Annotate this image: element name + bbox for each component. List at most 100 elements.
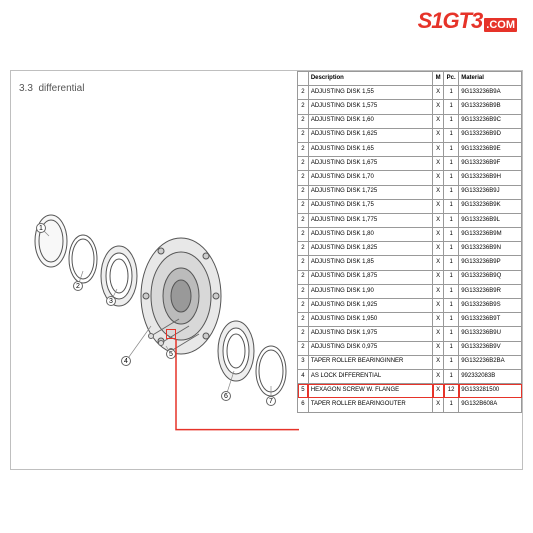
cell-desc: TAPER ROLLER BEARINGINNER (308, 355, 432, 369)
cell-desc: ADJUSTING DISK 1,625 (308, 128, 432, 142)
cell-desc: ADJUSTING DISK 1,90 (308, 284, 432, 298)
cell-pc: 1 (444, 142, 459, 156)
cell-desc: ADJUSTING DISK 1,725 (308, 185, 432, 199)
table-row: 2ADJUSTING DISK 1,55X19G133236B9A (298, 86, 522, 100)
table-row: 4AS LOCK DIFFERENTIALX1992332083B (298, 369, 522, 383)
cell-num: 2 (298, 242, 309, 256)
cell-pc: 1 (444, 86, 459, 100)
cell-mat: 9G133236B9T (459, 313, 522, 327)
brand-logo: S1GT3.COM (418, 8, 517, 34)
cell-pc: 12 (444, 384, 459, 398)
cell-desc: ADJUSTING DISK 1,80 (308, 228, 432, 242)
cell-mat: 9G133281500 (459, 384, 522, 398)
cell-num: 2 (298, 157, 309, 171)
cell-mat: 9G133236B9V (459, 341, 522, 355)
cell-pc: 1 (444, 341, 459, 355)
parts-table-area: Description M Pc. Material 2ADJUSTING DI… (297, 71, 522, 471)
cell-num: 2 (298, 100, 309, 114)
cell-pc: 1 (444, 270, 459, 284)
cell-m: X (433, 284, 444, 298)
cell-m: X (433, 128, 444, 142)
callout-4: 4 (121, 356, 131, 366)
cell-m: X (433, 398, 444, 412)
cell-num: 2 (298, 86, 309, 100)
cell-pc: 1 (444, 256, 459, 270)
cell-m: X (433, 256, 444, 270)
cell-num: 2 (298, 327, 309, 341)
cell-desc: ADJUSTING DISK 0,975 (308, 341, 432, 355)
cell-m: X (433, 384, 444, 398)
cell-m: X (433, 327, 444, 341)
cell-desc: ADJUSTING DISK 1,65 (308, 142, 432, 156)
cell-num: 2 (298, 142, 309, 156)
cell-num: 2 (298, 284, 309, 298)
table-row: 3TAPER ROLLER BEARINGINNERX19G132236B2BA (298, 355, 522, 369)
cell-m: X (433, 114, 444, 128)
cell-num: 2 (298, 299, 309, 313)
table-row: 2ADJUSTING DISK 1,60X19G133236B9C (298, 114, 522, 128)
table-header-row: Description M Pc. Material (298, 72, 522, 86)
table-row: 2ADJUSTING DISK 1,70X19G133236B9H (298, 171, 522, 185)
col-m: M (433, 72, 444, 86)
cell-pc: 1 (444, 313, 459, 327)
table-row: 2ADJUSTING DISK 1,950X19G133236B9T (298, 313, 522, 327)
table-row: 2ADJUSTING DISK 1,80X19G133236B9M (298, 228, 522, 242)
cell-num: 2 (298, 213, 309, 227)
cell-pc: 1 (444, 128, 459, 142)
cell-mat: 9G133236B9D (459, 128, 522, 142)
cell-m: X (433, 171, 444, 185)
cell-num: 2 (298, 313, 309, 327)
cell-mat: 9G133236B9S (459, 299, 522, 313)
cell-desc: ADJUSTING DISK 1,950 (308, 313, 432, 327)
cell-m: X (433, 142, 444, 156)
table-row: 2ADJUSTING DISK 1,925X19G133236B9S (298, 299, 522, 313)
cell-mat: 9G133236B9M (459, 228, 522, 242)
table-row: 2ADJUSTING DISK 0,975X19G133236B9V (298, 341, 522, 355)
cell-desc: TAPER ROLLER BEARINGOUTER (308, 398, 432, 412)
cell-pc: 1 (444, 299, 459, 313)
table-row: 2ADJUSTING DISK 1,975X19G133236B9U (298, 327, 522, 341)
cell-m: X (433, 355, 444, 369)
cell-mat: 9G133236B9J (459, 185, 522, 199)
cell-mat: 9G133236B9B (459, 100, 522, 114)
cell-desc: ADJUSTING DISK 1,925 (308, 299, 432, 313)
highlight-marker (166, 329, 176, 339)
cell-m: X (433, 369, 444, 383)
cell-desc: ADJUSTING DISK 1,55 (308, 86, 432, 100)
cell-m: X (433, 100, 444, 114)
cell-m: X (433, 299, 444, 313)
cell-desc: ADJUSTING DISK 1,70 (308, 171, 432, 185)
cell-desc: ADJUSTING DISK 1,825 (308, 242, 432, 256)
cell-desc: ADJUSTING DISK 1,875 (308, 270, 432, 284)
cell-num: 2 (298, 270, 309, 284)
cell-desc: ADJUSTING DISK 1,775 (308, 213, 432, 227)
table-row: 2ADJUSTING DISK 1,75X19G133236B9K (298, 199, 522, 213)
cell-m: X (433, 185, 444, 199)
cell-m: X (433, 228, 444, 242)
brand-text: S1GT3 (418, 8, 483, 33)
cell-mat: 9G133236B9L (459, 213, 522, 227)
cell-mat: 9G132236B2BA (459, 355, 522, 369)
cell-num: 2 (298, 171, 309, 185)
callout-5: 5 (166, 349, 176, 359)
table-row: 2ADJUSTING DISK 1,675X19G133236B9F (298, 157, 522, 171)
callout-6: 6 (221, 391, 231, 401)
cell-pc: 1 (444, 114, 459, 128)
cell-pc: 1 (444, 398, 459, 412)
cell-mat: 9G133236B9H (459, 171, 522, 185)
cell-pc: 1 (444, 171, 459, 185)
table-row: 2ADJUSTING DISK 1,775X19G133236B9L (298, 213, 522, 227)
cell-mat: 9G133236B9K (459, 199, 522, 213)
table-row: 5HEXAGON SCREW W. FLANGEX129G133281500 (298, 384, 522, 398)
cell-pc: 1 (444, 284, 459, 298)
table-row: 2ADJUSTING DISK 1,65X19G133236B9E (298, 142, 522, 156)
cell-pc: 1 (444, 157, 459, 171)
cell-m: X (433, 213, 444, 227)
cell-m: X (433, 270, 444, 284)
callout-3: 3 (106, 296, 116, 306)
table-row: 2ADJUSTING DISK 1,85X19G133236B9P (298, 256, 522, 270)
cell-desc: ADJUSTING DISK 1,675 (308, 157, 432, 171)
cell-num: 2 (298, 199, 309, 213)
cell-num: 2 (298, 228, 309, 242)
diagram-area (11, 71, 301, 471)
